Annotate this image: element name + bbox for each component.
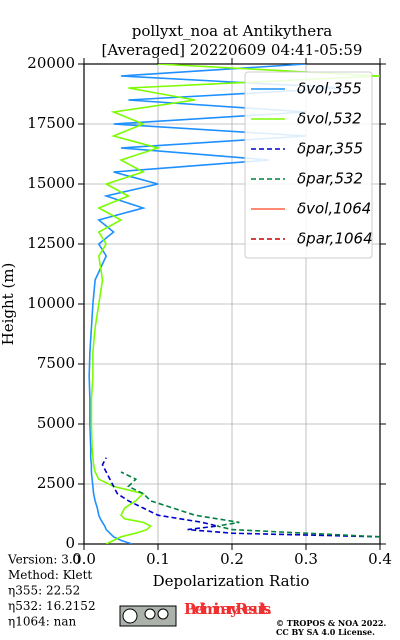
annotation: η1064: nan [8,615,76,629]
y-tick-label: 20000 [27,54,75,72]
x-tick-label: 0.1 [146,550,170,568]
profile-line [101,457,380,538]
y-tick-label: 5000 [37,414,75,432]
annotation: η532: 16.2152 [8,599,96,613]
copyright: CC BY SA 4.0 License. [276,627,375,637]
plot-area [88,64,380,544]
y-tick-label: 0 [65,534,75,552]
plot-frame [83,63,381,545]
x-tick-label: 0.2 [220,550,244,568]
copyright: © TROPOS & NOA 2022. [276,618,386,628]
profile-line [90,64,380,544]
chart-title: pollyxt_noa at Antikythera [132,22,332,40]
legend-label: δvol,532 [297,110,362,128]
x-tick-label: 0.0 [72,550,96,568]
y-tick-label: 10000 [27,294,75,312]
annotation: Version: 3.0 [7,553,80,567]
chart-subtitle: [Averaged] 20220609 04:41-05:59 [102,41,363,59]
y-tick-label: 7500 [37,354,75,372]
x-axis-label: Depolarization Ratio [153,572,310,590]
profile-line [120,471,380,538]
legend-label: δpar,355 [297,140,363,158]
y-tick-label: 12500 [27,234,75,252]
x-tick-label: 0.4 [368,550,392,568]
y-tick-label: 15000 [27,174,75,192]
legend-label: δpar,532 [297,170,363,188]
legend-label: δvol,355 [297,80,362,98]
annotation: Method: Klett [8,568,92,582]
watermark-text: Preliminary Results. [184,600,272,618]
legend-label: δvol,1064 [297,200,371,218]
annotation: η355: 22.52 [8,584,80,598]
y-tick-label: 2500 [37,474,75,492]
y-tick-label: 17500 [27,114,75,132]
y-axis-label: Height (m) [0,263,17,346]
x-tick-label: 0.3 [294,550,318,568]
cc-badge [119,605,177,627]
legend-label: δpar,1064 [297,230,373,248]
watermark: Preliminary Results. [184,600,272,618]
